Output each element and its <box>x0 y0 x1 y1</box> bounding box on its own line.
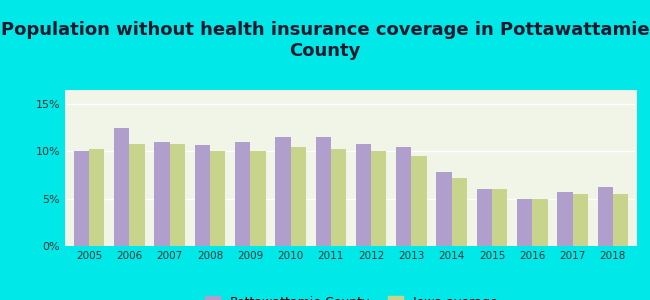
Bar <box>356 144 371 246</box>
Bar <box>476 189 492 246</box>
Bar <box>195 145 210 246</box>
Bar <box>573 194 588 246</box>
Bar <box>250 152 266 246</box>
Bar <box>275 137 291 246</box>
Bar <box>411 156 427 246</box>
Text: Population without health insurance coverage in Pottawattamie
County: Population without health insurance cove… <box>1 21 649 60</box>
Bar <box>315 137 331 246</box>
Bar <box>597 188 613 246</box>
Bar <box>291 147 306 246</box>
Bar <box>74 152 89 246</box>
Bar <box>210 152 226 246</box>
Bar <box>436 172 452 246</box>
Bar <box>89 148 105 246</box>
Bar <box>452 178 467 246</box>
Bar <box>235 142 250 246</box>
Legend: Pottawattamie County, Iowa average: Pottawattamie County, Iowa average <box>205 296 497 300</box>
Bar <box>396 147 411 246</box>
Bar <box>557 192 573 246</box>
Bar <box>532 199 547 246</box>
Bar <box>371 152 387 246</box>
Bar <box>613 194 628 246</box>
Bar <box>170 144 185 246</box>
Bar <box>129 144 145 246</box>
Bar <box>331 148 346 246</box>
Bar <box>492 189 507 246</box>
Bar <box>155 142 170 246</box>
Bar <box>114 128 129 246</box>
Bar <box>517 199 532 246</box>
